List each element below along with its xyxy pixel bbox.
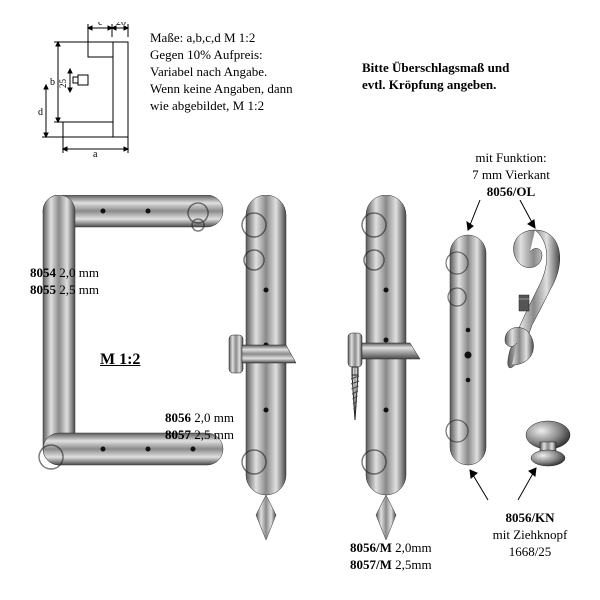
- dim-25: 25: [58, 79, 68, 89]
- middle-hinge: [318, 195, 438, 550]
- label-8056KN: 8056/KN mit Ziehknopf 1668/25: [475, 510, 585, 561]
- label-8054-8055: 8054 2,0 mm 8055 2,5 mm: [30, 265, 99, 299]
- notes-l3: Variabel nach Angabe.: [150, 64, 330, 81]
- thick-8054: 2,0 mm: [59, 265, 99, 280]
- func-l2: 7 mm Vierkant: [446, 167, 576, 184]
- right-note-l2: evtl. Kröpfung angeben.: [362, 77, 562, 94]
- notes-block: Maße: a,b,c,d M 1:2 Gegen 10% Aufpreis: …: [150, 30, 330, 114]
- kn-code: 8056/KN: [475, 510, 585, 527]
- thick-8056: 2,0 mm: [194, 410, 234, 425]
- label-8056OL: mit Funktion: 7 mm Vierkant 8056/OL: [446, 150, 576, 201]
- scale-label: M 1:2: [100, 350, 140, 371]
- dim-a: a: [93, 149, 98, 157]
- dimension-diagram: c 20 b 25 d a: [28, 22, 148, 157]
- left-assembly: [28, 195, 318, 550]
- code-8054: 8054: [30, 265, 56, 280]
- thick-8056M: 2,0mm: [395, 540, 431, 555]
- dim-20: 20: [116, 22, 126, 28]
- notes-l4: Wenn keine Angaben, dann: [150, 81, 330, 98]
- code-8057: 8057: [165, 427, 191, 442]
- code-8056M: 8056/M: [350, 540, 392, 555]
- label-8056M-8057M: 8056/M 2,0mm 8057/M 2,5mm: [350, 540, 432, 574]
- code-8056: 8056: [165, 410, 191, 425]
- kn-l1: mit Ziehknopf: [475, 527, 585, 544]
- dim-d: d: [38, 107, 43, 118]
- label-8056-8057: 8056 2,0 mm 8057 2,5 mm: [165, 410, 234, 444]
- thick-8057: 2,5 mm: [194, 427, 234, 442]
- notes-l2: Gegen 10% Aufpreis:: [150, 47, 330, 64]
- code-8057M: 8057/M: [350, 557, 392, 572]
- func-code: 8056/OL: [446, 184, 576, 201]
- kn-l2: 1668/25: [475, 544, 585, 561]
- dim-c: c: [98, 22, 103, 28]
- code-8055: 8055: [30, 282, 56, 297]
- notes-l5: wie abgebildet, M 1:2: [150, 98, 330, 115]
- right-note: Bitte Überschlagsmaß und evtl. Kröpfung …: [362, 60, 562, 94]
- func-l1: mit Funktion:: [446, 150, 576, 167]
- notes-l1: Maße: a,b,c,d M 1:2: [150, 30, 330, 47]
- dim-b: b: [50, 77, 55, 88]
- right-group: [440, 200, 590, 540]
- thick-8055: 2,5 mm: [59, 282, 99, 297]
- right-note-l1: Bitte Überschlagsmaß und: [362, 60, 562, 77]
- thick-8057M: 2,5mm: [395, 557, 431, 572]
